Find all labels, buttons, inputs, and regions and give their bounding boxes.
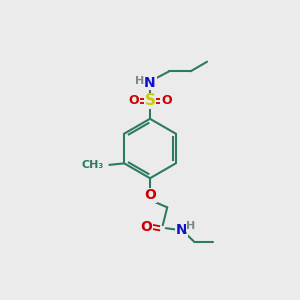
Text: N: N: [144, 76, 156, 89]
Text: O: O: [144, 188, 156, 203]
Text: O: O: [161, 94, 172, 107]
Text: H: H: [135, 76, 144, 86]
Text: H: H: [186, 221, 195, 231]
Text: O: O: [128, 94, 139, 107]
Text: N: N: [176, 223, 187, 237]
Text: CH₃: CH₃: [81, 160, 104, 170]
Text: S: S: [145, 94, 155, 109]
Text: O: O: [140, 220, 152, 234]
